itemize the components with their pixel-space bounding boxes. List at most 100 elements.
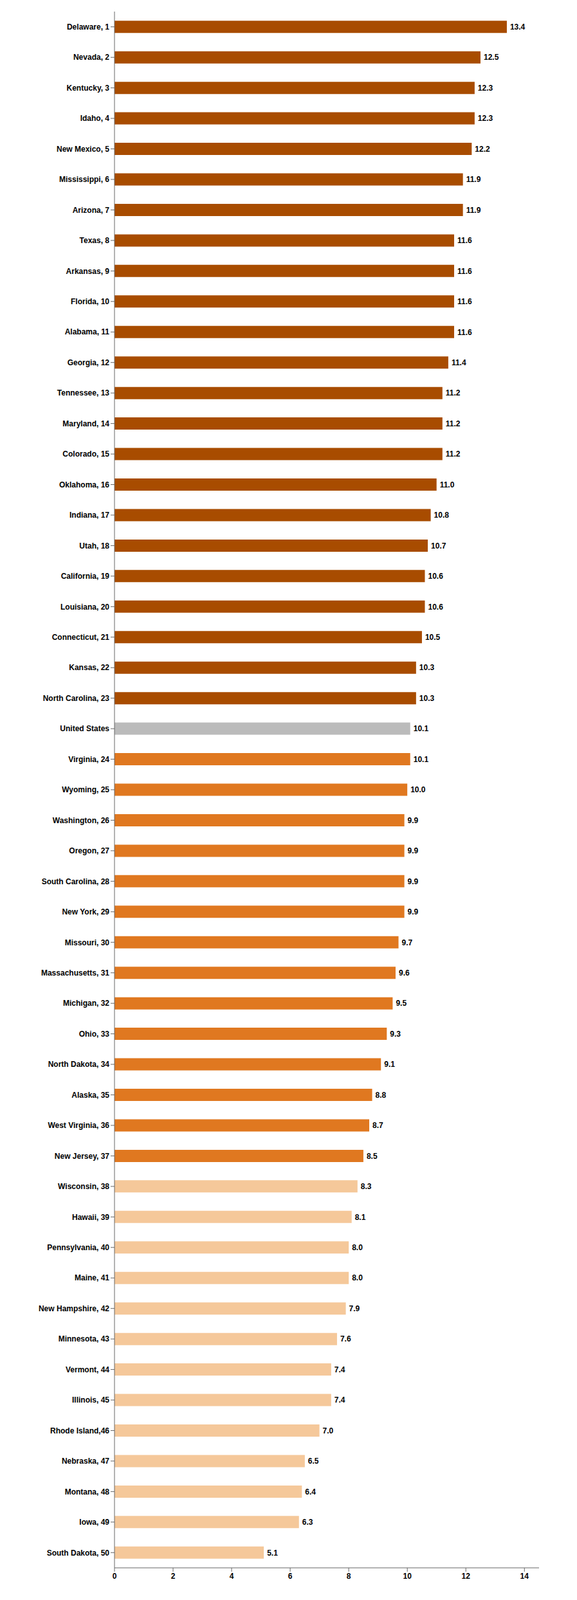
svg-text:11.6: 11.6 [457, 297, 473, 307]
svg-text:10.8: 10.8 [434, 510, 450, 520]
svg-text:Massachusetts, 31: Massachusetts, 31 [41, 968, 110, 978]
svg-text:13.4: 13.4 [510, 22, 526, 32]
svg-text:Indiana, 17: Indiana, 17 [69, 510, 110, 520]
svg-text:Vermont, 44: Vermont, 44 [65, 1365, 110, 1375]
svg-text:Wyoming, 25: Wyoming, 25 [61, 785, 110, 795]
svg-text:10.3: 10.3 [419, 663, 435, 673]
svg-text:Alaska, 35: Alaska, 35 [71, 1090, 110, 1100]
svg-text:Rhode Island,46: Rhode Island,46 [50, 1426, 110, 1436]
svg-text:4: 4 [229, 1572, 235, 1582]
svg-text:6.5: 6.5 [308, 1456, 320, 1466]
svg-text:Tennessee, 13: Tennessee, 13 [57, 388, 110, 398]
svg-text:Hawaii, 39: Hawaii, 39 [72, 1213, 110, 1223]
svg-text:Oklahoma, 16: Oklahoma, 16 [59, 480, 110, 490]
svg-text:Wisconsin, 38: Wisconsin, 38 [57, 1182, 110, 1192]
svg-text:Montana, 48: Montana, 48 [64, 1487, 110, 1497]
svg-text:12.2: 12.2 [474, 144, 491, 154]
svg-text:New Jersey, 37: New Jersey, 37 [54, 1152, 110, 1162]
svg-text:2: 2 [171, 1572, 176, 1582]
svg-text:9.3: 9.3 [389, 1029, 401, 1039]
svg-text:Idaho, 4: Idaho, 4 [80, 113, 110, 123]
svg-text:11.0: 11.0 [439, 480, 455, 490]
svg-text:Mississippi, 6: Mississippi, 6 [59, 174, 110, 184]
svg-text:Arkansas, 9: Arkansas, 9 [66, 266, 110, 276]
svg-text:10.1: 10.1 [413, 755, 430, 765]
svg-text:10.0: 10.0 [410, 785, 426, 795]
svg-text:9.9: 9.9 [407, 846, 419, 856]
svg-text:6: 6 [288, 1572, 293, 1582]
svg-text:Iowa, 49: Iowa, 49 [79, 1518, 110, 1528]
svg-text:8.0: 8.0 [351, 1243, 363, 1253]
svg-text:11.4: 11.4 [451, 358, 467, 368]
svg-text:Kansas, 22: Kansas, 22 [68, 663, 110, 673]
svg-text:Delaware, 1: Delaware, 1 [66, 22, 110, 32]
svg-text:9.6: 9.6 [398, 968, 410, 978]
svg-text:9.9: 9.9 [407, 877, 419, 887]
svg-text:Arizona, 7: Arizona, 7 [72, 205, 110, 215]
svg-text:8.0: 8.0 [351, 1273, 363, 1283]
svg-text:Colorado, 15: Colorado, 15 [62, 449, 110, 459]
svg-text:South Dakota, 50: South Dakota, 50 [46, 1548, 110, 1558]
svg-text:New Hampshire, 42: New Hampshire, 42 [38, 1304, 110, 1314]
svg-text:10.6: 10.6 [427, 571, 444, 581]
svg-text:11.6: 11.6 [457, 266, 473, 276]
svg-text:11.2: 11.2 [445, 449, 461, 459]
svg-text:Washington, 26: Washington, 26 [52, 816, 110, 826]
svg-text:10: 10 [402, 1572, 412, 1582]
svg-text:Michigan, 32: Michigan, 32 [63, 998, 110, 1008]
svg-text:9.5: 9.5 [395, 998, 407, 1008]
svg-text:New York, 29: New York, 29 [61, 907, 110, 917]
svg-text:Pennsylvania, 40: Pennsylvania, 40 [46, 1243, 110, 1253]
svg-text:8.3: 8.3 [360, 1182, 372, 1192]
svg-text:9.9: 9.9 [407, 816, 419, 826]
svg-text:Florida, 10: Florida, 10 [70, 297, 110, 307]
svg-text:Texas, 8: Texas, 8 [79, 236, 110, 246]
svg-text:Nevada, 2: Nevada, 2 [73, 52, 110, 62]
svg-text:West Virginia, 36: West Virginia, 36 [47, 1121, 110, 1131]
svg-text:North Dakota, 34: North Dakota, 34 [48, 1060, 110, 1070]
svg-text:7.9: 7.9 [349, 1304, 361, 1314]
svg-text:12.3: 12.3 [477, 83, 494, 93]
svg-text:11.9: 11.9 [466, 174, 482, 184]
svg-text:6.4: 6.4 [304, 1487, 316, 1497]
svg-text:Illinois, 45: Illinois, 45 [72, 1395, 110, 1405]
svg-text:Georgia, 12: Georgia, 12 [67, 358, 110, 368]
svg-text:7.6: 7.6 [340, 1334, 352, 1344]
svg-text:8: 8 [346, 1572, 352, 1582]
svg-text:10.7: 10.7 [430, 541, 447, 551]
svg-text:North Carolina, 23: North Carolina, 23 [43, 694, 110, 704]
svg-text:14: 14 [520, 1572, 530, 1582]
svg-text:9.1: 9.1 [384, 1060, 395, 1070]
svg-text:6.3: 6.3 [302, 1518, 314, 1528]
svg-text:5.1: 5.1 [266, 1548, 278, 1558]
svg-text:Oregon, 27: Oregon, 27 [68, 846, 110, 856]
svg-text:10.5: 10.5 [425, 632, 441, 642]
svg-text:7.4: 7.4 [334, 1395, 346, 1405]
svg-text:California, 19: California, 19 [61, 571, 110, 581]
svg-text:11.9: 11.9 [466, 205, 482, 215]
svg-text:11.2: 11.2 [445, 419, 461, 429]
svg-text:12.3: 12.3 [477, 113, 494, 123]
svg-text:8.8: 8.8 [375, 1090, 387, 1100]
svg-text:10.3: 10.3 [419, 694, 435, 704]
svg-text:11.2: 11.2 [445, 388, 461, 398]
svg-text:7.0: 7.0 [322, 1426, 334, 1436]
svg-text:10.1: 10.1 [413, 724, 430, 734]
svg-text:8.5: 8.5 [366, 1152, 378, 1162]
svg-text:12: 12 [461, 1572, 471, 1582]
svg-text:9.9: 9.9 [407, 907, 419, 917]
svg-text:Ohio, 33: Ohio, 33 [79, 1029, 110, 1039]
svg-text:7.4: 7.4 [334, 1365, 346, 1375]
svg-text:Kentucky, 3: Kentucky, 3 [66, 83, 110, 93]
svg-text:11.6: 11.6 [457, 236, 473, 246]
svg-text:Maryland, 14: Maryland, 14 [62, 419, 110, 429]
svg-text:Nebraska, 47: Nebraska, 47 [61, 1456, 110, 1466]
svg-text:Missouri, 30: Missouri, 30 [64, 938, 110, 948]
svg-text:11.6: 11.6 [457, 328, 473, 338]
svg-text:Maine, 41: Maine, 41 [74, 1273, 110, 1283]
svg-text:8.1: 8.1 [355, 1213, 367, 1223]
svg-text:Alabama, 11: Alabama, 11 [64, 327, 110, 337]
svg-text:United States: United States [59, 724, 110, 734]
svg-text:10.6: 10.6 [427, 602, 444, 612]
svg-text:New Mexico, 5: New Mexico, 5 [56, 144, 110, 154]
